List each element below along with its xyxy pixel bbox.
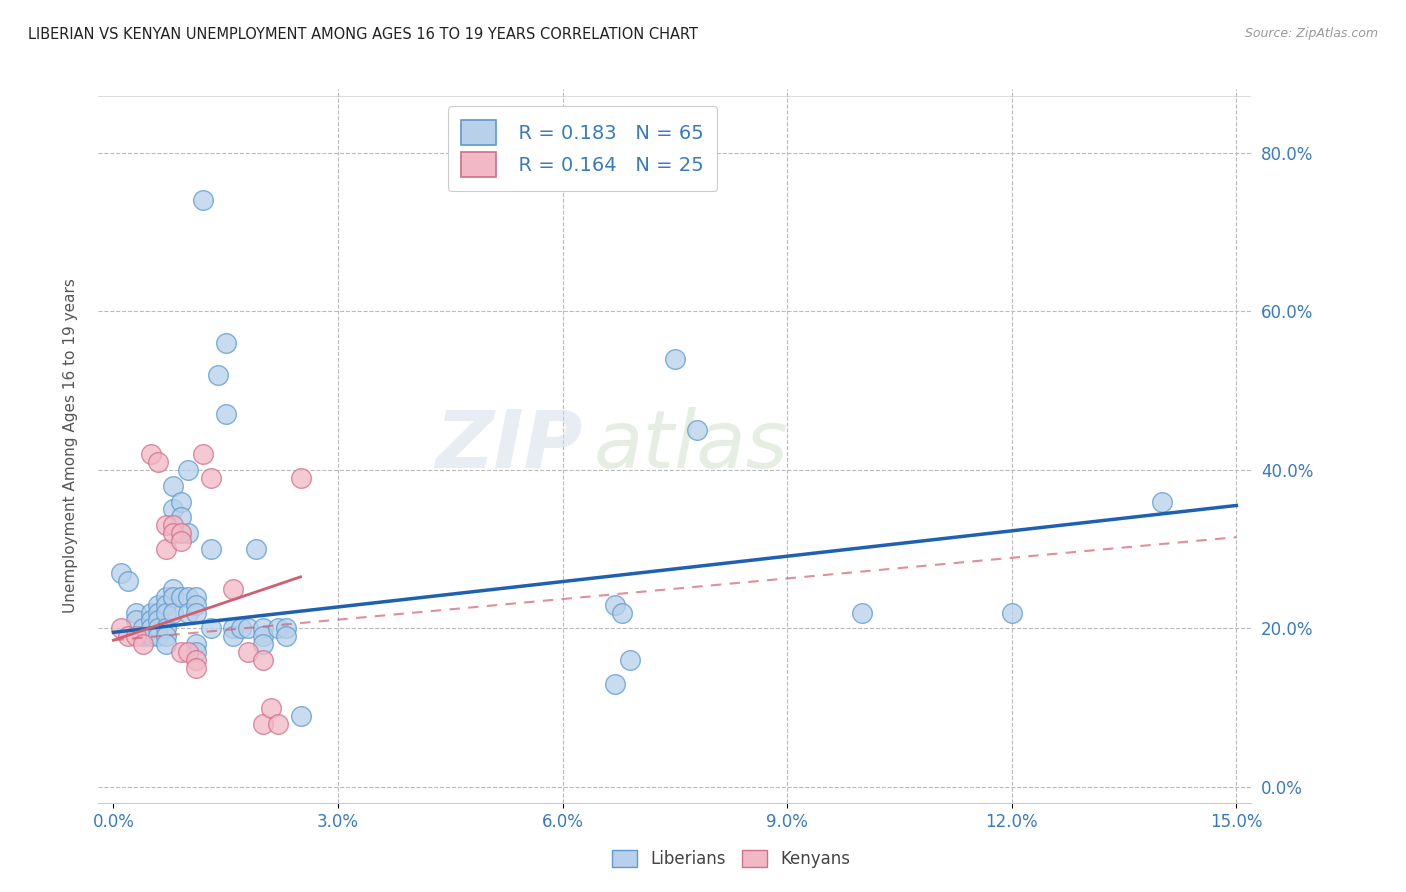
Point — [148, 455, 170, 469]
Point — [148, 621, 170, 635]
Y-axis label: Unemployment Among Ages 16 to 19 years: Unemployment Among Ages 16 to 19 years — [63, 278, 77, 614]
Point — [177, 606, 200, 620]
Point — [267, 621, 290, 635]
Point — [162, 502, 184, 516]
Point — [155, 542, 177, 557]
Point — [125, 614, 148, 628]
Point — [274, 629, 297, 643]
Point — [148, 606, 170, 620]
Point — [215, 407, 238, 421]
Point — [162, 582, 184, 596]
Point — [184, 606, 207, 620]
Point — [193, 193, 215, 207]
Point — [162, 518, 184, 533]
Text: atlas: atlas — [595, 407, 789, 485]
Point — [290, 708, 312, 723]
Point — [184, 637, 207, 651]
Point — [132, 629, 155, 643]
Point — [603, 677, 626, 691]
Point — [236, 645, 259, 659]
Point — [1001, 606, 1024, 620]
Point — [245, 542, 267, 557]
Point — [132, 621, 155, 635]
Point — [170, 494, 193, 508]
Point — [117, 574, 139, 588]
Point — [200, 471, 222, 485]
Point — [619, 653, 641, 667]
Point — [184, 661, 207, 675]
Point — [155, 606, 177, 620]
Point — [252, 716, 274, 731]
Point — [132, 637, 155, 651]
Legend:   R = 0.183   N = 65,   R = 0.164   N = 25: R = 0.183 N = 65, R = 0.164 N = 25 — [447, 106, 717, 191]
Point — [222, 629, 245, 643]
Point — [207, 368, 229, 382]
Point — [162, 590, 184, 604]
Point — [612, 606, 634, 620]
Point — [664, 351, 686, 366]
Point — [274, 621, 297, 635]
Point — [177, 463, 200, 477]
Point — [200, 621, 222, 635]
Point — [252, 629, 274, 643]
Point — [155, 621, 177, 635]
Point — [162, 606, 184, 620]
Point — [177, 590, 200, 604]
Legend: Liberians, Kenyans: Liberians, Kenyans — [605, 843, 858, 875]
Point — [148, 598, 170, 612]
Point — [155, 598, 177, 612]
Point — [139, 606, 162, 620]
Point — [215, 335, 238, 350]
Point — [148, 614, 170, 628]
Point — [170, 526, 193, 541]
Point — [229, 621, 252, 635]
Point — [148, 629, 170, 643]
Point — [110, 566, 132, 580]
Point — [155, 637, 177, 651]
Point — [222, 621, 245, 635]
Point — [686, 423, 709, 437]
Point — [177, 526, 200, 541]
Point — [177, 645, 200, 659]
Text: ZIP: ZIP — [436, 407, 582, 485]
Point — [603, 598, 626, 612]
Point — [155, 590, 177, 604]
Point — [236, 621, 259, 635]
Point — [162, 478, 184, 492]
Point — [139, 629, 162, 643]
Point — [139, 621, 162, 635]
Point — [139, 447, 162, 461]
Point — [184, 645, 207, 659]
Point — [184, 598, 207, 612]
Point — [170, 510, 193, 524]
Point — [222, 582, 245, 596]
Point — [170, 645, 193, 659]
Point — [125, 606, 148, 620]
Point — [267, 716, 290, 731]
Point — [200, 542, 222, 557]
Point — [110, 621, 132, 635]
Point — [155, 629, 177, 643]
Point — [259, 700, 281, 714]
Point — [170, 534, 193, 549]
Point — [162, 526, 184, 541]
Point — [117, 629, 139, 643]
Point — [184, 590, 207, 604]
Point — [193, 447, 215, 461]
Point — [290, 471, 312, 485]
Point — [851, 606, 873, 620]
Text: Source: ZipAtlas.com: Source: ZipAtlas.com — [1244, 27, 1378, 40]
Point — [184, 653, 207, 667]
Point — [252, 653, 274, 667]
Point — [125, 629, 148, 643]
Point — [170, 590, 193, 604]
Point — [252, 637, 274, 651]
Point — [155, 518, 177, 533]
Point — [252, 621, 274, 635]
Point — [1150, 494, 1173, 508]
Point — [139, 614, 162, 628]
Text: LIBERIAN VS KENYAN UNEMPLOYMENT AMONG AGES 16 TO 19 YEARS CORRELATION CHART: LIBERIAN VS KENYAN UNEMPLOYMENT AMONG AG… — [28, 27, 699, 42]
